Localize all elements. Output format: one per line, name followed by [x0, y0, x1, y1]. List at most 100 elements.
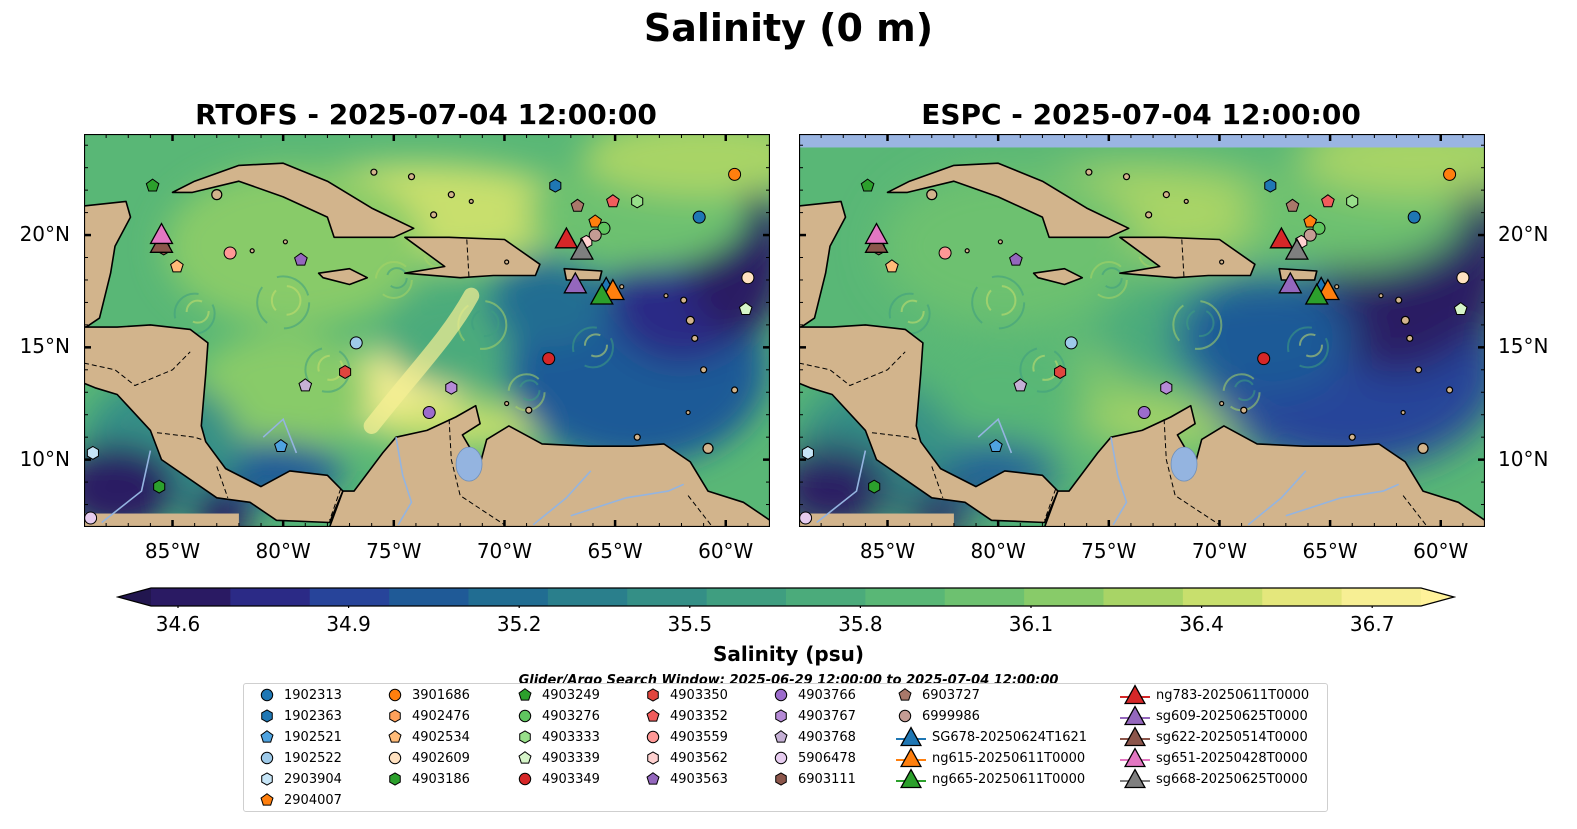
legend-marker [388, 730, 402, 743]
legend-entry: ng783-20250611T0000 [1120, 684, 1310, 705]
legend-marker [518, 751, 532, 764]
legend-entry: 4903767 [772, 706, 856, 726]
legend-marker [518, 772, 532, 786]
lon-tick-label: 65°W [587, 539, 643, 563]
colorbar-segment [1262, 588, 1343, 606]
lat-tick-label: 10°N [1498, 446, 1549, 471]
marker-4903186 [868, 479, 881, 494]
marker-4903186 [153, 479, 166, 494]
colorbar-tick-label: 35.2 [496, 612, 542, 636]
platform-markers [84, 167, 755, 525]
legend-entry-label: 4903766 [798, 687, 856, 703]
marker-4903563 [1009, 252, 1023, 266]
colorbar-segment [1103, 588, 1184, 606]
legend-marker [775, 772, 787, 786]
marker-4903276 [597, 221, 611, 235]
panel-title-rtofs: RTOFS - 2025-07-04 12:00:00 [195, 98, 657, 131]
legend-entry-label: 1902521 [284, 729, 342, 745]
marker-1902363 [1264, 178, 1277, 193]
marker-1902521 [989, 438, 1003, 453]
legend-marker [519, 730, 531, 744]
frame-ticks [84, 134, 770, 527]
marker-4903339 [738, 301, 753, 316]
map-panel-espc[interactable] [799, 134, 1485, 527]
marker-4902609 [1456, 271, 1470, 285]
marker-4902534 [170, 259, 184, 273]
legend-entry: 1902521 [258, 727, 342, 747]
legend-marker [261, 772, 273, 786]
legend-marker [389, 772, 401, 786]
marker-4903766 [1137, 406, 1151, 419]
legend-entry-label: 4903562 [670, 750, 728, 766]
legend-marker [898, 709, 912, 723]
marker-4903352 [1321, 194, 1335, 208]
legend-marker [260, 688, 274, 702]
lat-tick-label: 15°N [1498, 334, 1549, 359]
search-window-caption: Glider/Argo Search Window: 2025-06-29 12… [518, 673, 1059, 684]
platform-markers [799, 167, 1470, 525]
colorbar-segment [389, 588, 470, 606]
marker-4903352 [606, 194, 620, 208]
legend-entry-label: ng783-20250611T0000 [1156, 687, 1310, 703]
colorbar-segment [1341, 588, 1422, 606]
marker-4903767 [445, 380, 458, 395]
legend-entry-label: 4903350 [670, 687, 728, 703]
marker-1902522 [1064, 336, 1078, 350]
legend-entry-label: 4903349 [542, 771, 600, 787]
marker-4903350 [339, 365, 352, 379]
rivers [101, 417, 685, 526]
colorbar-outline [116, 587, 1456, 607]
colorbar-segment [230, 588, 311, 606]
marker-2903904 [86, 445, 99, 460]
colorbar-segment [865, 588, 946, 606]
legend-entry: 2904007 [258, 790, 342, 810]
platform-legend: 1902313 1902363 1902521 1902522 2903904 29040… [243, 683, 1328, 812]
legend-entry: 1902313 [258, 685, 342, 705]
marker-4903767 [1160, 380, 1173, 395]
figure-title: Salinity (0 m) [643, 6, 934, 50]
hispaniola-landmass [404, 236, 541, 279]
legend-marker [518, 709, 532, 723]
legend-entry: 4902609 [386, 748, 470, 768]
central-america-landmass [799, 324, 1059, 524]
colorbar-segment [1024, 588, 1105, 606]
lat-tick-label: 20°N [19, 222, 70, 247]
land-layer [84, 134, 770, 527]
legend-marker [646, 730, 660, 744]
legend-entry-label: 4903333 [542, 729, 600, 745]
coastal-land-strip [84, 513, 239, 527]
colorbar-extend-low [118, 588, 151, 606]
legend-entry-label: 4903767 [798, 708, 856, 724]
legend-entry-label: 2903904 [284, 771, 342, 787]
colorbar-segment [309, 588, 390, 606]
land-layer [799, 134, 1485, 527]
legend-marker [518, 688, 532, 701]
lon-tick-label: 85°W [144, 539, 201, 563]
colorbar-segment [547, 588, 628, 606]
legend-entry: 4903768 [772, 727, 856, 747]
colorbar-extend-high [1421, 588, 1454, 606]
legend-marker [260, 730, 274, 743]
marker-sg609-20250625T0000 [563, 271, 588, 294]
legend-entry-label: 1902313 [284, 687, 342, 703]
legend-entry: ng665-20250611T0000 [896, 768, 1085, 789]
legend-marker [646, 772, 660, 785]
marker-3901686 [1443, 167, 1457, 181]
legend-entry-label: 1902522 [284, 750, 342, 766]
legend-entry-label: sg622-20250514T0000 [1156, 729, 1308, 745]
marker-6903727 [570, 198, 585, 212]
legend-entry-label: 4903249 [542, 687, 600, 703]
legend-entry-label: 4902534 [412, 729, 470, 745]
legend-marker [774, 730, 788, 743]
legend-entry-label: 1902363 [284, 708, 342, 724]
lake-maracaibo [1170, 446, 1198, 482]
panel-title-espc: ESPC - 2025-07-04 12:00:00 [921, 98, 1361, 131]
colorbar-tick-label: 36.1 [1008, 612, 1054, 636]
marker-5906478 [84, 511, 98, 525]
legend-entry: 5906478 [772, 748, 856, 768]
lon-tick-label: 70°W [476, 539, 533, 563]
legend-marker [389, 709, 401, 723]
map-panel-rtofs[interactable] [84, 134, 770, 527]
colorbar-tick-label: 36.7 [1349, 612, 1395, 636]
hispaniola-landmass [1119, 236, 1256, 279]
